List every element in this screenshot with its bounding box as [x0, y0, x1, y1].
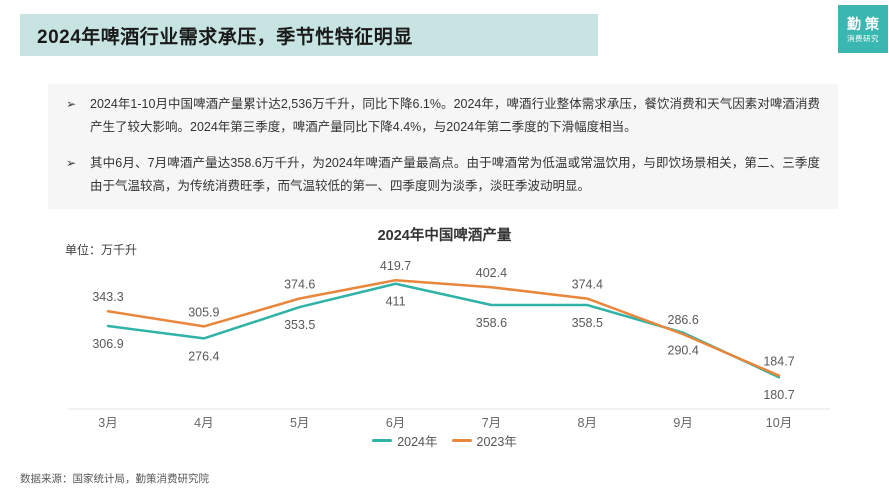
data-label-2024年: 290.4 — [668, 344, 699, 358]
summary-panel: ➢ 2024年1-10月中国啤酒产量累计达2,536万千升，同比下降6.1%。2… — [48, 84, 838, 209]
data-label-2024年: 411 — [386, 295, 406, 309]
chart-unit-label: 单位：万千升 — [65, 243, 138, 257]
x-axis-label: 8月 — [578, 416, 597, 430]
bullet-text-1: 2024年1-10月中国啤酒产量累计达2,536万千升，同比下降6.1%。202… — [90, 97, 820, 134]
data-label-2023年: 184.7 — [763, 355, 794, 369]
data-label-2024年: 353.5 — [284, 318, 315, 332]
x-axis-label: 5月 — [290, 416, 309, 430]
data-label-2023年: 343.3 — [92, 290, 123, 304]
data-label-2024年: 306.9 — [92, 337, 123, 351]
bullet-arrow-icon: ➢ — [66, 97, 77, 111]
bullet-text-2: 其中6月、7月啤酒产量达358.6万千升，为2024年啤酒产量最高点。由于啤酒常… — [90, 156, 820, 193]
data-label-2024年: 358.5 — [572, 316, 603, 330]
bullet-item-1: ➢ 2024年1-10月中国啤酒产量累计达2,536万千升，同比下降6.1%。2… — [66, 93, 820, 139]
legend-label-2023: 2023年 — [476, 435, 517, 449]
series-line-2023年[interactable] — [106, 278, 781, 377]
bullet-arrow-icon: ➢ — [66, 156, 77, 170]
brand-logo-name: 勤策 — [847, 15, 883, 32]
legend-label-2024: 2024年 — [397, 435, 438, 449]
legend-swatch-2024 — [372, 439, 393, 442]
legend-item-2024[interactable]: 2024年 — [372, 431, 438, 450]
bullet-item-2: ➢ 其中6月、7月啤酒产量达358.6万千升，为2024年啤酒产量最高点。由于啤… — [66, 152, 820, 198]
x-axis-label: 9月 — [673, 416, 692, 430]
data-label-2023年: 374.6 — [284, 278, 315, 292]
chart-title: 2024年中国啤酒产量 — [377, 228, 512, 244]
data-label-2023年: 374.4 — [572, 278, 603, 292]
source-note: 数据来源：国家统计局，勤策消费研究院 — [20, 473, 209, 485]
x-axis-label: 10月 — [766, 416, 792, 430]
chart-legend: 2024年 2023年 — [0, 431, 889, 450]
x-axis-label: 4月 — [194, 416, 213, 430]
data-label-2023年: 305.9 — [188, 305, 219, 319]
data-label-2024年: 180.7 — [763, 388, 794, 402]
brand-logo: 勤策 消费研究 — [838, 5, 888, 53]
data-label-2023年: 419.7 — [380, 259, 411, 273]
data-label-2024年: 358.6 — [476, 316, 507, 330]
page-title: 2024年啤酒行业需求承压，季节性特征明显 — [37, 26, 413, 48]
legend-item-2023[interactable]: 2023年 — [451, 431, 517, 450]
page-title-bar: 2024年啤酒行业需求承压，季节性特征明显 — [20, 14, 598, 56]
data-label-2024年: 276.4 — [188, 349, 219, 363]
x-axis-label: 3月 — [98, 416, 117, 430]
legend-swatch-2023 — [451, 439, 472, 442]
data-label-2023年: 286.6 — [668, 313, 699, 327]
data-label-2023年: 402.4 — [476, 266, 507, 280]
x-axis-label: 6月 — [386, 416, 405, 430]
brand-logo-subtitle: 消费研究 — [847, 33, 879, 43]
x-axis-label: 7月 — [482, 416, 501, 430]
